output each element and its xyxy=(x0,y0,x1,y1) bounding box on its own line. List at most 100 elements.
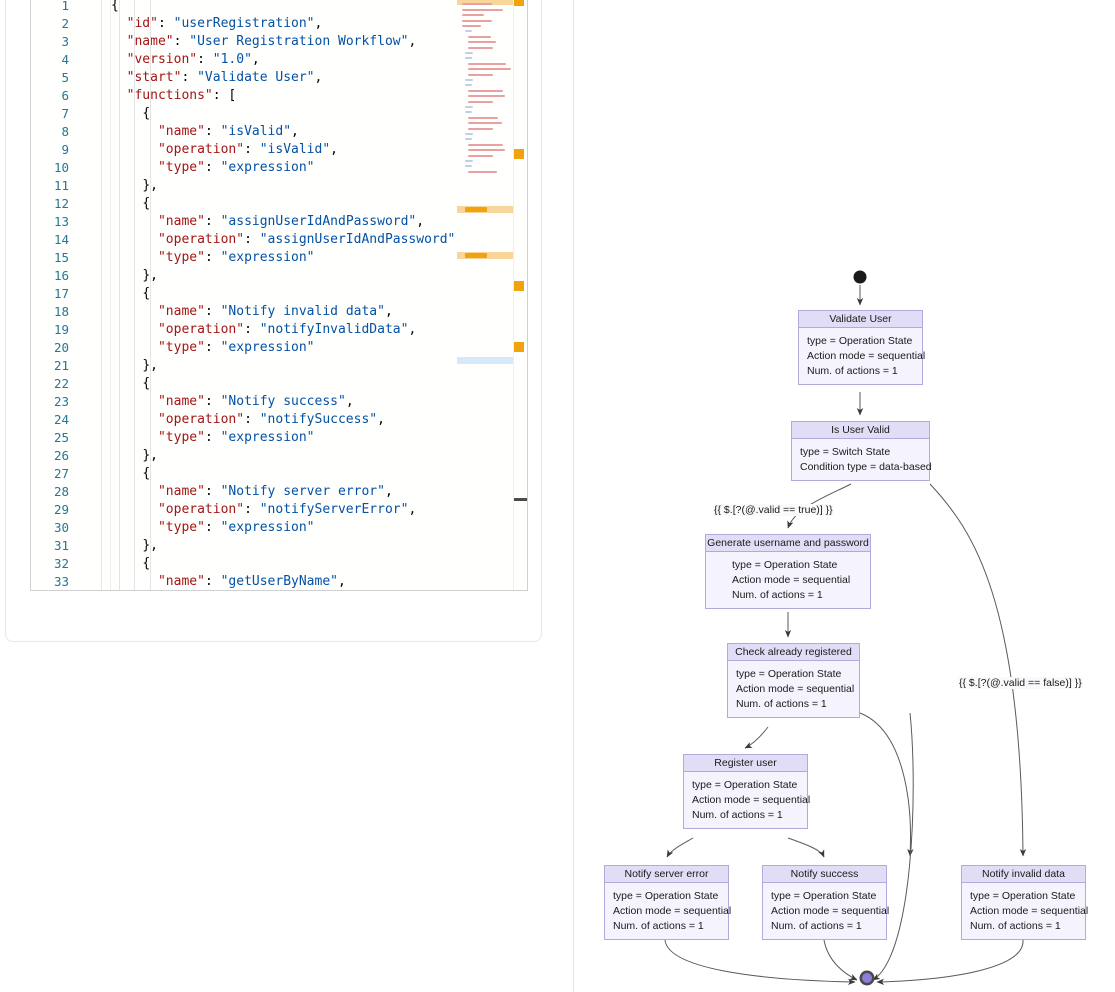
minimap-line xyxy=(468,122,502,125)
line-number: 9 xyxy=(61,142,69,157)
minimap-current-line xyxy=(457,357,513,364)
code-token-punct: : xyxy=(204,520,221,535)
code-line[interactable]: "id": "userRegistration", xyxy=(111,15,323,33)
code-line[interactable]: "name": "User Registration Workflow", xyxy=(111,33,417,51)
overview-marker[interactable] xyxy=(514,342,524,352)
minimap-line xyxy=(468,116,498,119)
code-line[interactable]: { xyxy=(111,375,150,393)
line-number: 21 xyxy=(53,358,69,373)
code-token-key: "functions" xyxy=(126,88,213,103)
node-attributes: type = Switch State Condition type = dat… xyxy=(792,439,932,480)
minimap-line xyxy=(468,89,503,92)
editor-code-area[interactable]: { "id": "userRegistration", "name": "Use… xyxy=(111,0,463,590)
code-line[interactable]: "type": "expression" xyxy=(111,429,315,447)
code-token-str: "Notify invalid data" xyxy=(220,304,385,319)
line-number: 17 xyxy=(53,286,69,301)
line-number: 32 xyxy=(53,556,69,571)
code-token-key: "name" xyxy=(157,214,205,229)
code-line[interactable]: "version": "1.0", xyxy=(111,51,260,69)
code-line[interactable]: "type": "expression" xyxy=(111,249,315,267)
code-token-key: "type" xyxy=(157,430,205,445)
code-line[interactable]: "operation": "notifySuccess", xyxy=(111,411,385,429)
diagram-node-notify-success[interactable]: Notify success type = Operation State Ac… xyxy=(762,865,889,940)
code-line[interactable]: { xyxy=(111,465,150,483)
minimap-line xyxy=(465,111,472,114)
code-token-key: "name" xyxy=(157,124,205,139)
gutter-divider xyxy=(101,0,102,590)
line-number: 15 xyxy=(53,250,69,265)
node-attr: Num. of actions = 1 xyxy=(692,809,783,821)
code-token-key: "operation" xyxy=(157,322,245,337)
node-attr: Num. of actions = 1 xyxy=(736,698,827,710)
code-line[interactable]: { xyxy=(111,105,150,123)
code-line[interactable]: "operation": "isValid", xyxy=(111,141,338,159)
overview-marker[interactable] xyxy=(514,0,524,6)
code-line[interactable]: "name": "Notify server error", xyxy=(111,483,393,501)
code-token-punct: : xyxy=(181,70,198,85)
code-line[interactable]: "name": "assignUserIdAndPassword", xyxy=(111,213,424,231)
minimap-line xyxy=(468,127,493,130)
code-line[interactable]: { xyxy=(111,0,119,15)
diagram-node-is-user-valid[interactable]: Is User Valid type = Switch State Condit… xyxy=(791,421,932,481)
code-token-str: "notifyServerError" xyxy=(259,502,409,517)
code-editor[interactable]: 1 2 3 4 5 6 7 8 9 10 11 12 13 14 15 16 17 18 19 20 21 22 23 24 2… xyxy=(30,0,528,591)
diagram-node-check-already-registered[interactable]: Check already registered type = Operatio… xyxy=(727,643,860,718)
overview-cursor-marker xyxy=(514,498,527,501)
minimap-line xyxy=(465,79,473,81)
code-line[interactable]: "operation": "assignUserIdAndPassword", xyxy=(111,231,463,249)
code-token-brace: { xyxy=(142,466,151,481)
code-token-str: "assignUserIdAndPassword" xyxy=(259,232,456,247)
code-line[interactable]: "type": "expression" xyxy=(111,159,315,177)
code-token-key: "operation" xyxy=(157,412,245,427)
code-line[interactable]: "name": "Notify invalid data", xyxy=(111,303,393,321)
workflow-diagram[interactable]: Validate User type = Operation State Act… xyxy=(573,0,1115,992)
code-line[interactable]: "name": "isValid", xyxy=(111,123,299,141)
code-line[interactable]: "name": "getUserByName", xyxy=(111,573,346,590)
code-line[interactable]: { xyxy=(111,195,150,213)
code-token-punct: , xyxy=(338,574,346,589)
node-attr: Action mode = sequential xyxy=(692,794,811,806)
code-line[interactable]: "operation": "notifyServerError", xyxy=(111,501,416,519)
minimap-line xyxy=(468,149,506,152)
code-line[interactable]: { xyxy=(111,555,150,573)
code-token-str: "User Registration Workflow" xyxy=(189,34,409,49)
line-number: 30 xyxy=(53,520,69,535)
code-token-punct: : xyxy=(244,322,260,337)
indent-guide xyxy=(134,0,136,590)
code-line[interactable]: "start": "Validate User", xyxy=(111,69,323,87)
start-node-icon xyxy=(853,270,867,284)
line-number: 3 xyxy=(61,34,69,49)
code-line[interactable]: "type": "expression" xyxy=(111,519,315,537)
code-line[interactable]: "name": "Notify success", xyxy=(111,393,354,411)
diagram-node-register-user[interactable]: Register user type = Operation State Act… xyxy=(683,754,811,829)
line-number: 12 xyxy=(53,196,69,211)
line-number: 1 xyxy=(61,0,69,13)
code-line[interactable]: { xyxy=(111,285,150,303)
code-line[interactable]: "type": "expression" xyxy=(111,339,315,357)
diagram-node-notify-server-error[interactable]: Notify server error type = Operation Sta… xyxy=(604,865,732,940)
line-number: 13 xyxy=(53,214,69,229)
minimap-line xyxy=(468,154,493,157)
diagram-node-generate-username-and-password[interactable]: Generate username and password type = Op… xyxy=(705,534,871,609)
editor-minimap[interactable] xyxy=(457,0,513,590)
code-token-brace: { xyxy=(142,376,151,391)
node-title: Notify invalid data xyxy=(962,866,1085,883)
minimap-line xyxy=(468,41,496,44)
code-line[interactable]: "functions": [ xyxy=(111,87,237,105)
diagram-node-validate-user[interactable]: Validate User type = Operation State Act… xyxy=(798,310,925,385)
node-title: Check already registered xyxy=(728,644,859,661)
node-attr: Action mode = sequential xyxy=(613,905,732,917)
code-token-key: "version" xyxy=(126,52,198,67)
overview-marker[interactable] xyxy=(514,149,524,159)
code-token-punct: , xyxy=(314,16,323,31)
minimap-match-highlight xyxy=(457,0,513,5)
editor-overview-ruler[interactable] xyxy=(513,0,527,590)
overview-marker[interactable] xyxy=(514,281,524,291)
diagram-node-notify-invalid-data[interactable]: Notify invalid data type = Operation Sta… xyxy=(961,865,1088,940)
node-title: Register user xyxy=(684,755,807,772)
edge-label-condition-true: {{ $.[?(@.valid == true)] }} xyxy=(713,504,834,516)
code-line[interactable]: "operation": "notifyInvalidData", xyxy=(111,321,416,339)
minimap-line xyxy=(465,84,472,87)
line-number: 6 xyxy=(61,88,69,103)
